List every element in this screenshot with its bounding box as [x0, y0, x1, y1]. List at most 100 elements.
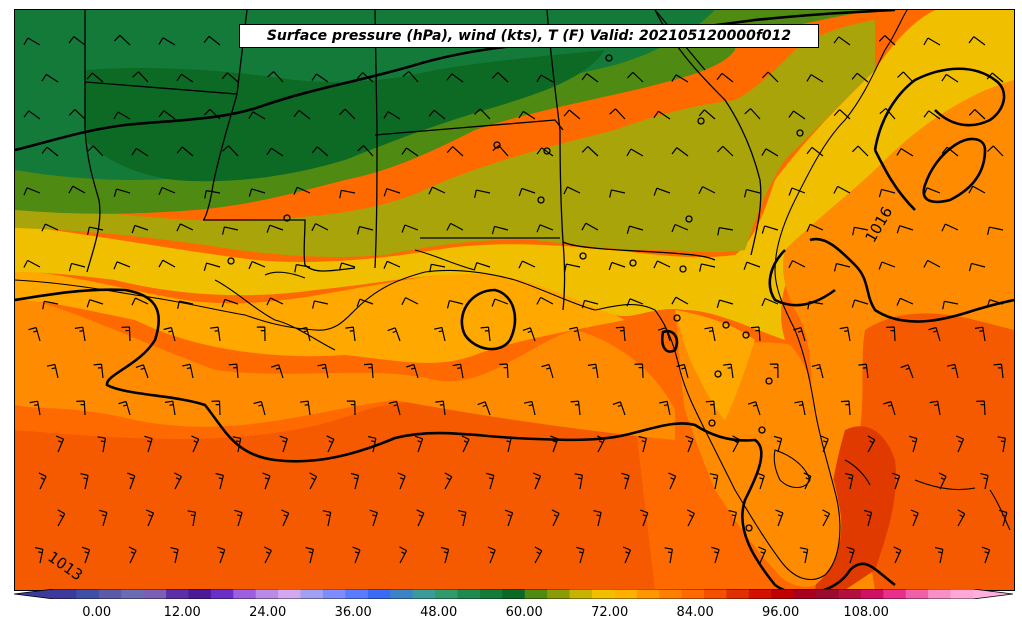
- wind-barb: [986, 299, 1004, 308]
- wind-barb: [263, 546, 272, 564]
- land-olive: [15, 20, 875, 257]
- wind-barb: [756, 472, 765, 490]
- wind-barb: [747, 401, 761, 416]
- colorbar-segment: [793, 589, 817, 599]
- colorbar-segment: [748, 589, 772, 599]
- wind-barb: [446, 222, 464, 231]
- wind-barb: [955, 435, 965, 453]
- wind-barb: [705, 400, 716, 416]
- wind-barb: [807, 301, 824, 310]
- wind-barb: [716, 145, 734, 157]
- wind-barb: [86, 299, 104, 308]
- wind-barb: [356, 298, 374, 307]
- wind-barb: [474, 108, 491, 120]
- wind-barb: [957, 509, 966, 527]
- colorbar-segment: [726, 589, 750, 599]
- florida-yellow: [675, 310, 755, 420]
- land-yellow-band: [15, 10, 1014, 340]
- wind-barb: [158, 110, 176, 120]
- wind-barb: [709, 473, 719, 490]
- wind-barb: [74, 326, 86, 342]
- colorbar-tick-label: 36.00: [334, 605, 372, 620]
- wind-barb: [563, 186, 581, 195]
- colorbar-extend-low: [14, 589, 54, 599]
- colorbar-tick-label: 0.00: [82, 605, 112, 620]
- colorbar-tick-label: 96.00: [762, 605, 800, 620]
- wind-barb: [68, 109, 86, 120]
- wind-barb: [968, 185, 986, 194]
- wind-barb: [203, 108, 221, 120]
- wind-barb: [215, 472, 224, 490]
- wind-barb: [322, 510, 332, 527]
- wind-barb: [210, 326, 221, 342]
- wind-barb: [941, 223, 959, 232]
- wind-barb: [457, 510, 467, 527]
- wind-barb: [211, 400, 221, 416]
- wind-barb: [761, 297, 779, 307]
- wind-barb: [401, 297, 419, 306]
- wind-barb: [57, 509, 66, 527]
- wind-barb: [844, 473, 854, 490]
- wind-barb: [228, 363, 239, 379]
- isobar-atlantic-loop: [768, 249, 836, 307]
- wind-barb: [203, 35, 221, 46]
- wind-barb: [518, 260, 536, 269]
- wind-barb: [851, 72, 869, 83]
- wind-barb: [46, 363, 59, 379]
- wind-barb: [799, 547, 809, 564]
- wind-barb: [266, 224, 284, 233]
- wind-barb: [177, 300, 194, 310]
- wind-barb: [248, 188, 266, 197]
- colorbar-segment: [255, 589, 279, 599]
- wind-barb: [773, 435, 783, 453]
- colorbar-segment: [950, 589, 974, 599]
- wind-barb: [934, 547, 944, 564]
- wind-barb: [399, 546, 408, 564]
- wind-barb: [615, 326, 626, 342]
- wind-barb: [127, 472, 136, 490]
- colorbar-segment: [569, 589, 593, 599]
- colorbar-segment: [322, 589, 346, 599]
- wind-barb: [131, 147, 149, 157]
- wind-barb: [761, 225, 779, 234]
- colorbar-segment: [928, 589, 952, 599]
- colorbar-segment: [390, 589, 414, 599]
- wind-barb: [369, 509, 378, 527]
- wind-barb: [298, 326, 311, 342]
- wind-barb: [980, 473, 989, 490]
- wind-barb: [145, 509, 155, 527]
- wind-barb: [536, 147, 554, 157]
- wind-barb: [356, 226, 374, 235]
- wind-barb: [383, 111, 401, 120]
- wind-barb: [723, 363, 734, 379]
- colorbar-tick-label: 48.00: [420, 605, 458, 620]
- wind-barb: [820, 435, 829, 453]
- colorbar-segment: [771, 589, 795, 599]
- wind-barb: [626, 298, 644, 307]
- wind-barb: [941, 146, 959, 157]
- wind-barb: [262, 472, 271, 490]
- wind-barb: [788, 110, 806, 120]
- wind-barb: [176, 223, 194, 232]
- wind-barb: [339, 189, 356, 199]
- wind-barb: [473, 262, 491, 271]
- wind-barb: [732, 435, 741, 453]
- wind-barb: [879, 107, 896, 120]
- wind-barb: [504, 509, 514, 527]
- wind-barb: [744, 108, 761, 120]
- wind-barb: [446, 300, 464, 309]
- wind-barb: [923, 187, 941, 196]
- wind-barb: [234, 509, 243, 527]
- wind-barb: [461, 435, 470, 453]
- wind-barb: [402, 70, 419, 83]
- wind-barb: [326, 435, 335, 453]
- wind-barb: [609, 189, 626, 198]
- wind-barb: [671, 296, 689, 305]
- wind-barb: [487, 546, 496, 564]
- coastal-orange-light: [15, 270, 625, 363]
- calm-station-markers: [227, 54, 804, 532]
- wind-barb: [536, 74, 554, 83]
- wind-barb: [581, 73, 599, 83]
- wind-barb: [428, 109, 446, 120]
- wind-barb: [758, 546, 767, 564]
